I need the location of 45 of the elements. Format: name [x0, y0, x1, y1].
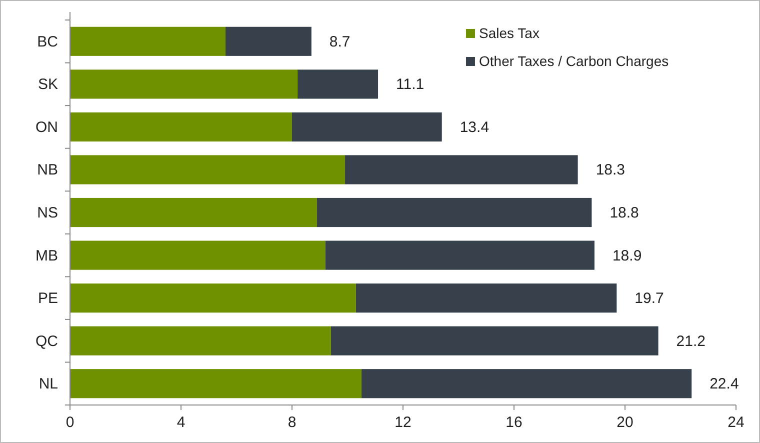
total-label: 22.4 [710, 376, 739, 393]
total-label: 13.4 [460, 118, 490, 136]
total-label: 11.1 [396, 76, 424, 94]
y-tick-label: SK [38, 76, 58, 94]
bar [70, 112, 292, 142]
legend-label: Sales Tax [479, 25, 540, 41]
total-label: 19.7 [634, 290, 664, 308]
y-tick-label: QC [36, 332, 58, 350]
bar [225, 26, 312, 56]
bar [330, 326, 658, 356]
total-label: 21.2 [676, 332, 706, 350]
bar [356, 284, 617, 313]
bar [70, 284, 356, 313]
x-tick-label: 8 [288, 414, 296, 431]
total-label: 18.8 [610, 204, 639, 222]
bar [344, 155, 578, 184]
y-tick-label: MB [36, 247, 58, 264]
bar [316, 198, 592, 228]
bar [70, 155, 345, 184]
y-tick-label: NS [37, 204, 58, 222]
bar [70, 326, 331, 356]
x-tick-label: 0 [66, 414, 74, 431]
x-tick-label: 12 [394, 414, 412, 431]
x-tick-label: 20 [616, 414, 634, 431]
bar [325, 240, 594, 270]
bar [361, 369, 692, 398]
legend-label: Other Taxes / Carbon Charges [479, 53, 669, 69]
y-tick-label: PE [38, 290, 58, 308]
y-tick-label: ON [36, 118, 58, 136]
x-tick-label: 16 [506, 414, 522, 431]
bar [298, 70, 378, 99]
y-tick-label: NL [38, 376, 58, 393]
total-label: 18.9 [612, 247, 642, 264]
y-tick-label: NB [37, 162, 58, 179]
bar [70, 70, 298, 99]
bar [70, 198, 317, 228]
y-tick-label: BC [37, 33, 58, 50]
bar [292, 112, 442, 142]
total-label: 18.3 [596, 162, 626, 179]
total-label: 8.7 [329, 33, 350, 50]
x-tick-label: 4 [176, 414, 186, 431]
x-tick-label: 24 [728, 414, 744, 431]
bar [70, 369, 362, 398]
bar [70, 26, 226, 56]
bar [70, 240, 326, 270]
